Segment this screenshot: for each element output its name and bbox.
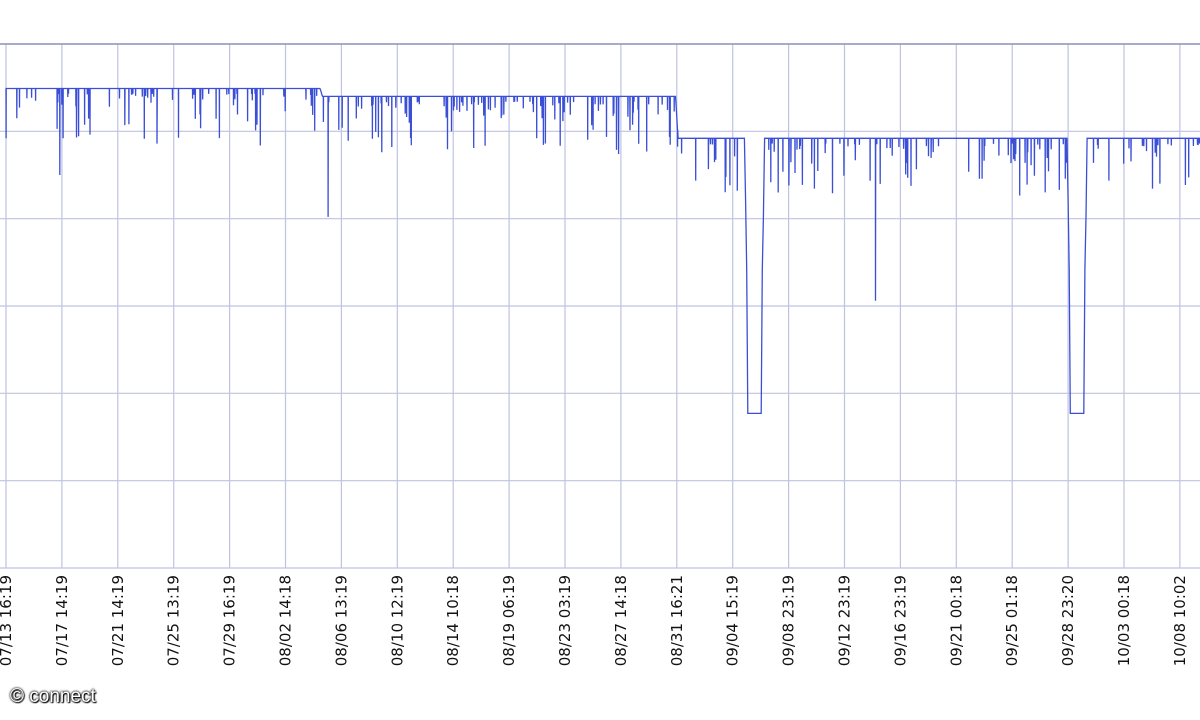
plot-background [0, 44, 1200, 570]
watermark: © connect [10, 686, 96, 707]
x-tick-labels: 07/13 16:19 07/17 14:19 07/21 14:19 07/25 1… [0, 575, 1189, 666]
x-tick-label: 09/16 23:19 [891, 575, 909, 666]
x-tick-label: 07/21 14:19 [109, 575, 127, 666]
x-tick-label: 09/12 23:19 [836, 575, 854, 666]
x-tick-label: 10/08 10:02 [1171, 575, 1189, 666]
x-tick-label: 07/13 16:19 [0, 575, 15, 666]
x-tick-label: 08/31 16:21 [668, 575, 686, 666]
gridlines [0, 43, 1200, 569]
x-tick-label: 08/02 14:18 [277, 575, 295, 666]
x-tick-label: 08/10 12:19 [388, 575, 406, 666]
x-tick-label: 09/04 15:19 [724, 575, 742, 666]
x-tick-label: 10/03 00:18 [1115, 575, 1133, 666]
x-tick-label: 09/21 00:18 [947, 575, 965, 666]
x-tick-label: 07/25 13:19 [165, 575, 183, 666]
x-tick-label: 08/23 03:19 [556, 575, 574, 666]
x-tick-label: 09/28 23:20 [1059, 575, 1077, 666]
x-tick-label: 08/27 14:18 [612, 575, 630, 666]
series-line [5, 87, 1200, 415]
x-tick-label: 09/25 01:18 [1003, 575, 1021, 666]
series-group [5, 87, 1200, 415]
x-tick-label: 08/19 06:19 [500, 575, 518, 666]
x-tick-label: 08/14 10:18 [444, 575, 462, 666]
x-tick-label: 08/06 13:19 [332, 575, 350, 666]
x-tick-label: 09/08 23:19 [780, 575, 798, 666]
x-tick-label: 07/17 14:19 [53, 575, 71, 666]
x-tick-label: 07/29 16:19 [221, 575, 239, 666]
